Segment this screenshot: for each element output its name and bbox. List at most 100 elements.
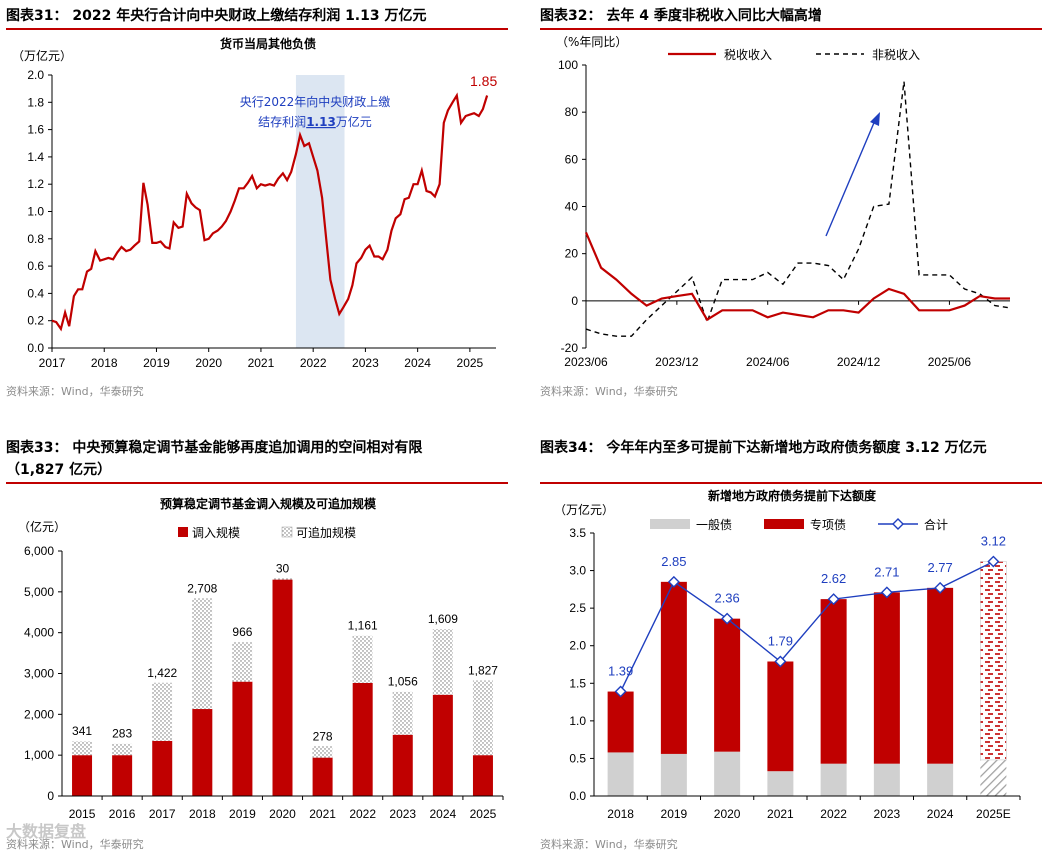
fig31-source: 资料来源：Wind，华泰研究	[6, 385, 144, 398]
fig33-xtick-label: 2016	[109, 807, 136, 821]
fig34-ytick-label: 0.0	[569, 789, 586, 803]
fig33-bar-available	[192, 598, 213, 710]
fig32-trend-arrowhead	[870, 112, 880, 126]
fig34-ytick-label: 0.5	[569, 751, 586, 765]
fig32-ytick-label: 80	[565, 105, 579, 119]
fig32-xtick-label: 2024/12	[837, 355, 881, 369]
fig34-bar-general	[714, 751, 741, 796]
fig32-ytick-label: 60	[565, 152, 579, 166]
fig31-annotation-value: 1.13	[306, 115, 336, 129]
fig33-legend-inflow: 调入规模	[192, 525, 240, 540]
fig33-data-label: 1,422	[147, 666, 177, 680]
fig34-chart: 新增地方政府债务提前下达额度 （万亿元） 一般债 专项债 合计 0.0 0.5 1.…	[554, 488, 1021, 821]
fig31-ytick-label: 1.0	[27, 205, 44, 219]
fig34-bar-special	[714, 618, 741, 752]
fig33-xtick-label: 2015	[69, 807, 96, 821]
watermark: 大数据复盘	[6, 822, 87, 841]
fig31-title: 图表31： 2022 年央行合计向中央财政上缴结存利润 1.13 万亿元	[6, 8, 427, 24]
fig31-ytick-label: 0.6	[27, 259, 44, 273]
fig31-ylabel: （万亿元）	[12, 48, 72, 63]
fig31-ytick-label: 0.2	[27, 314, 44, 328]
fig33-bar-available	[72, 741, 93, 756]
fig33-rule	[6, 482, 508, 484]
fig34-ytick-label: 3.0	[569, 564, 586, 578]
fig33-ytick-label: 2,000	[24, 707, 54, 721]
fig33-data-label: 341	[72, 724, 92, 738]
fig33-legend-available-swatch	[281, 526, 293, 538]
fig34-xtick-label: 2023	[874, 807, 901, 821]
fig34-ytick-label: 2.5	[569, 601, 586, 615]
fig33-legend-available: 可追加规模	[296, 525, 356, 540]
fig33-ytick-label: 6,000	[24, 544, 54, 558]
fig31-annotation-line2: 结存利润1.13万亿元	[258, 114, 372, 129]
fig31-xtick-label: 2017	[39, 356, 66, 370]
fig33-data-label: 1,161	[348, 618, 378, 632]
fig33-bar-inflow	[232, 681, 253, 796]
fig33-bar-inflow	[272, 579, 293, 796]
fig33-ytick-label: 3,000	[24, 667, 54, 681]
fig33-data-label: 1,827	[468, 664, 498, 678]
fig34-ytick-label: 2.0	[569, 639, 586, 653]
fig34-total-label: 1.39	[608, 664, 633, 679]
fig34-total-marker	[614, 685, 627, 698]
fig33-title-line1: 图表33： 中央预算稳定调节基金能够再度追加调用的空间相对有限	[6, 440, 423, 456]
fig33-bar-available	[272, 578, 293, 580]
fig31-rule	[6, 28, 508, 30]
fig34-legend-general: 一般债	[696, 517, 732, 532]
fig34-rule	[540, 482, 1042, 484]
fig32-xtick-label: 2024/06	[746, 355, 790, 369]
fig34-total-marker	[774, 655, 787, 668]
fig34-legend-total: 合计	[924, 517, 948, 532]
fig32-chart: （%年同比） 税收收入 非税收入 -20 0 20 40 60 80 100 2023/06…	[556, 35, 1011, 369]
fig32-ytick-label: -20	[561, 341, 579, 355]
fig34-bar-special	[820, 599, 847, 764]
fig34-legend-general-swatch	[650, 519, 690, 529]
fig33-bar-inflow	[312, 757, 333, 796]
fig33-ylabel: （亿元）	[18, 519, 66, 534]
fig34-bar-special	[660, 581, 687, 754]
fig33-bar-available	[472, 680, 493, 756]
fig34-bar-general	[767, 771, 794, 796]
fig31-xtick-label: 2025	[457, 356, 484, 370]
fig34-legend-total-marker	[892, 518, 904, 530]
fig31-xtick-label: 2019	[143, 356, 170, 370]
fig33-ytick-label: 5,000	[24, 585, 54, 599]
fig34-total-label: 2.36	[714, 591, 739, 606]
fig34-total-line	[619, 560, 994, 692]
fig33-legend-inflow-swatch	[178, 527, 188, 537]
fig32-ytick-label: 40	[565, 200, 579, 214]
fig34-title: 图表34： 今年年内至多可提前下达新增地方政府债务额度 3.12 万亿元	[540, 440, 987, 456]
fig33-xtick-label: 2025	[470, 807, 497, 821]
fig34-total-marker	[934, 581, 947, 594]
fig31-ytick-label: 0.4	[27, 286, 44, 300]
fig34-xtick-label: 2025E	[976, 807, 1011, 821]
fig33-data-label: 966	[232, 625, 252, 639]
fig34-ylabel: （万亿元）	[554, 502, 614, 517]
fig32-xtick-label: 2023/12	[655, 355, 699, 369]
fig34-legend-special-swatch	[764, 519, 804, 529]
fig34-xtick-label: 2021	[767, 807, 794, 821]
fig34-source: 资料来源：Wind，华泰研究	[540, 838, 678, 851]
fig34-total-marker	[667, 575, 680, 588]
fig31-xtick-label: 2023	[352, 356, 379, 370]
fig34-ytick-label: 3.5	[569, 526, 586, 540]
fig34-bar-general	[820, 763, 847, 796]
fig33-bar-available	[352, 635, 373, 683]
fig31-xtick-label: 2020	[195, 356, 222, 370]
fig31-xtick-label: 2018	[91, 356, 118, 370]
fig31-xtick-label: 2024	[404, 356, 431, 370]
fig34-bar-general	[607, 752, 634, 796]
fig34-total-marker	[827, 593, 840, 606]
fig32-ytick-label: 20	[565, 247, 579, 261]
fig31-ytick-label: 0.8	[27, 232, 44, 246]
fig34-xtick-label: 2019	[661, 807, 688, 821]
fig33-xtick-label: 2023	[389, 807, 416, 821]
fig34-bar-general	[873, 763, 900, 796]
fig34-chart-title: 新增地方政府债务提前下达额度	[708, 488, 877, 503]
fig33-xtick-label: 2017	[149, 807, 176, 821]
fig33-bar-inflow	[472, 755, 493, 796]
fig34-bar-special	[767, 661, 794, 772]
fig32-title: 图表32： 去年 4 季度非税收入同比大幅高增	[540, 8, 822, 24]
fig34-xtick-label: 2022	[820, 807, 847, 821]
fig33-xtick-label: 2018	[189, 807, 216, 821]
